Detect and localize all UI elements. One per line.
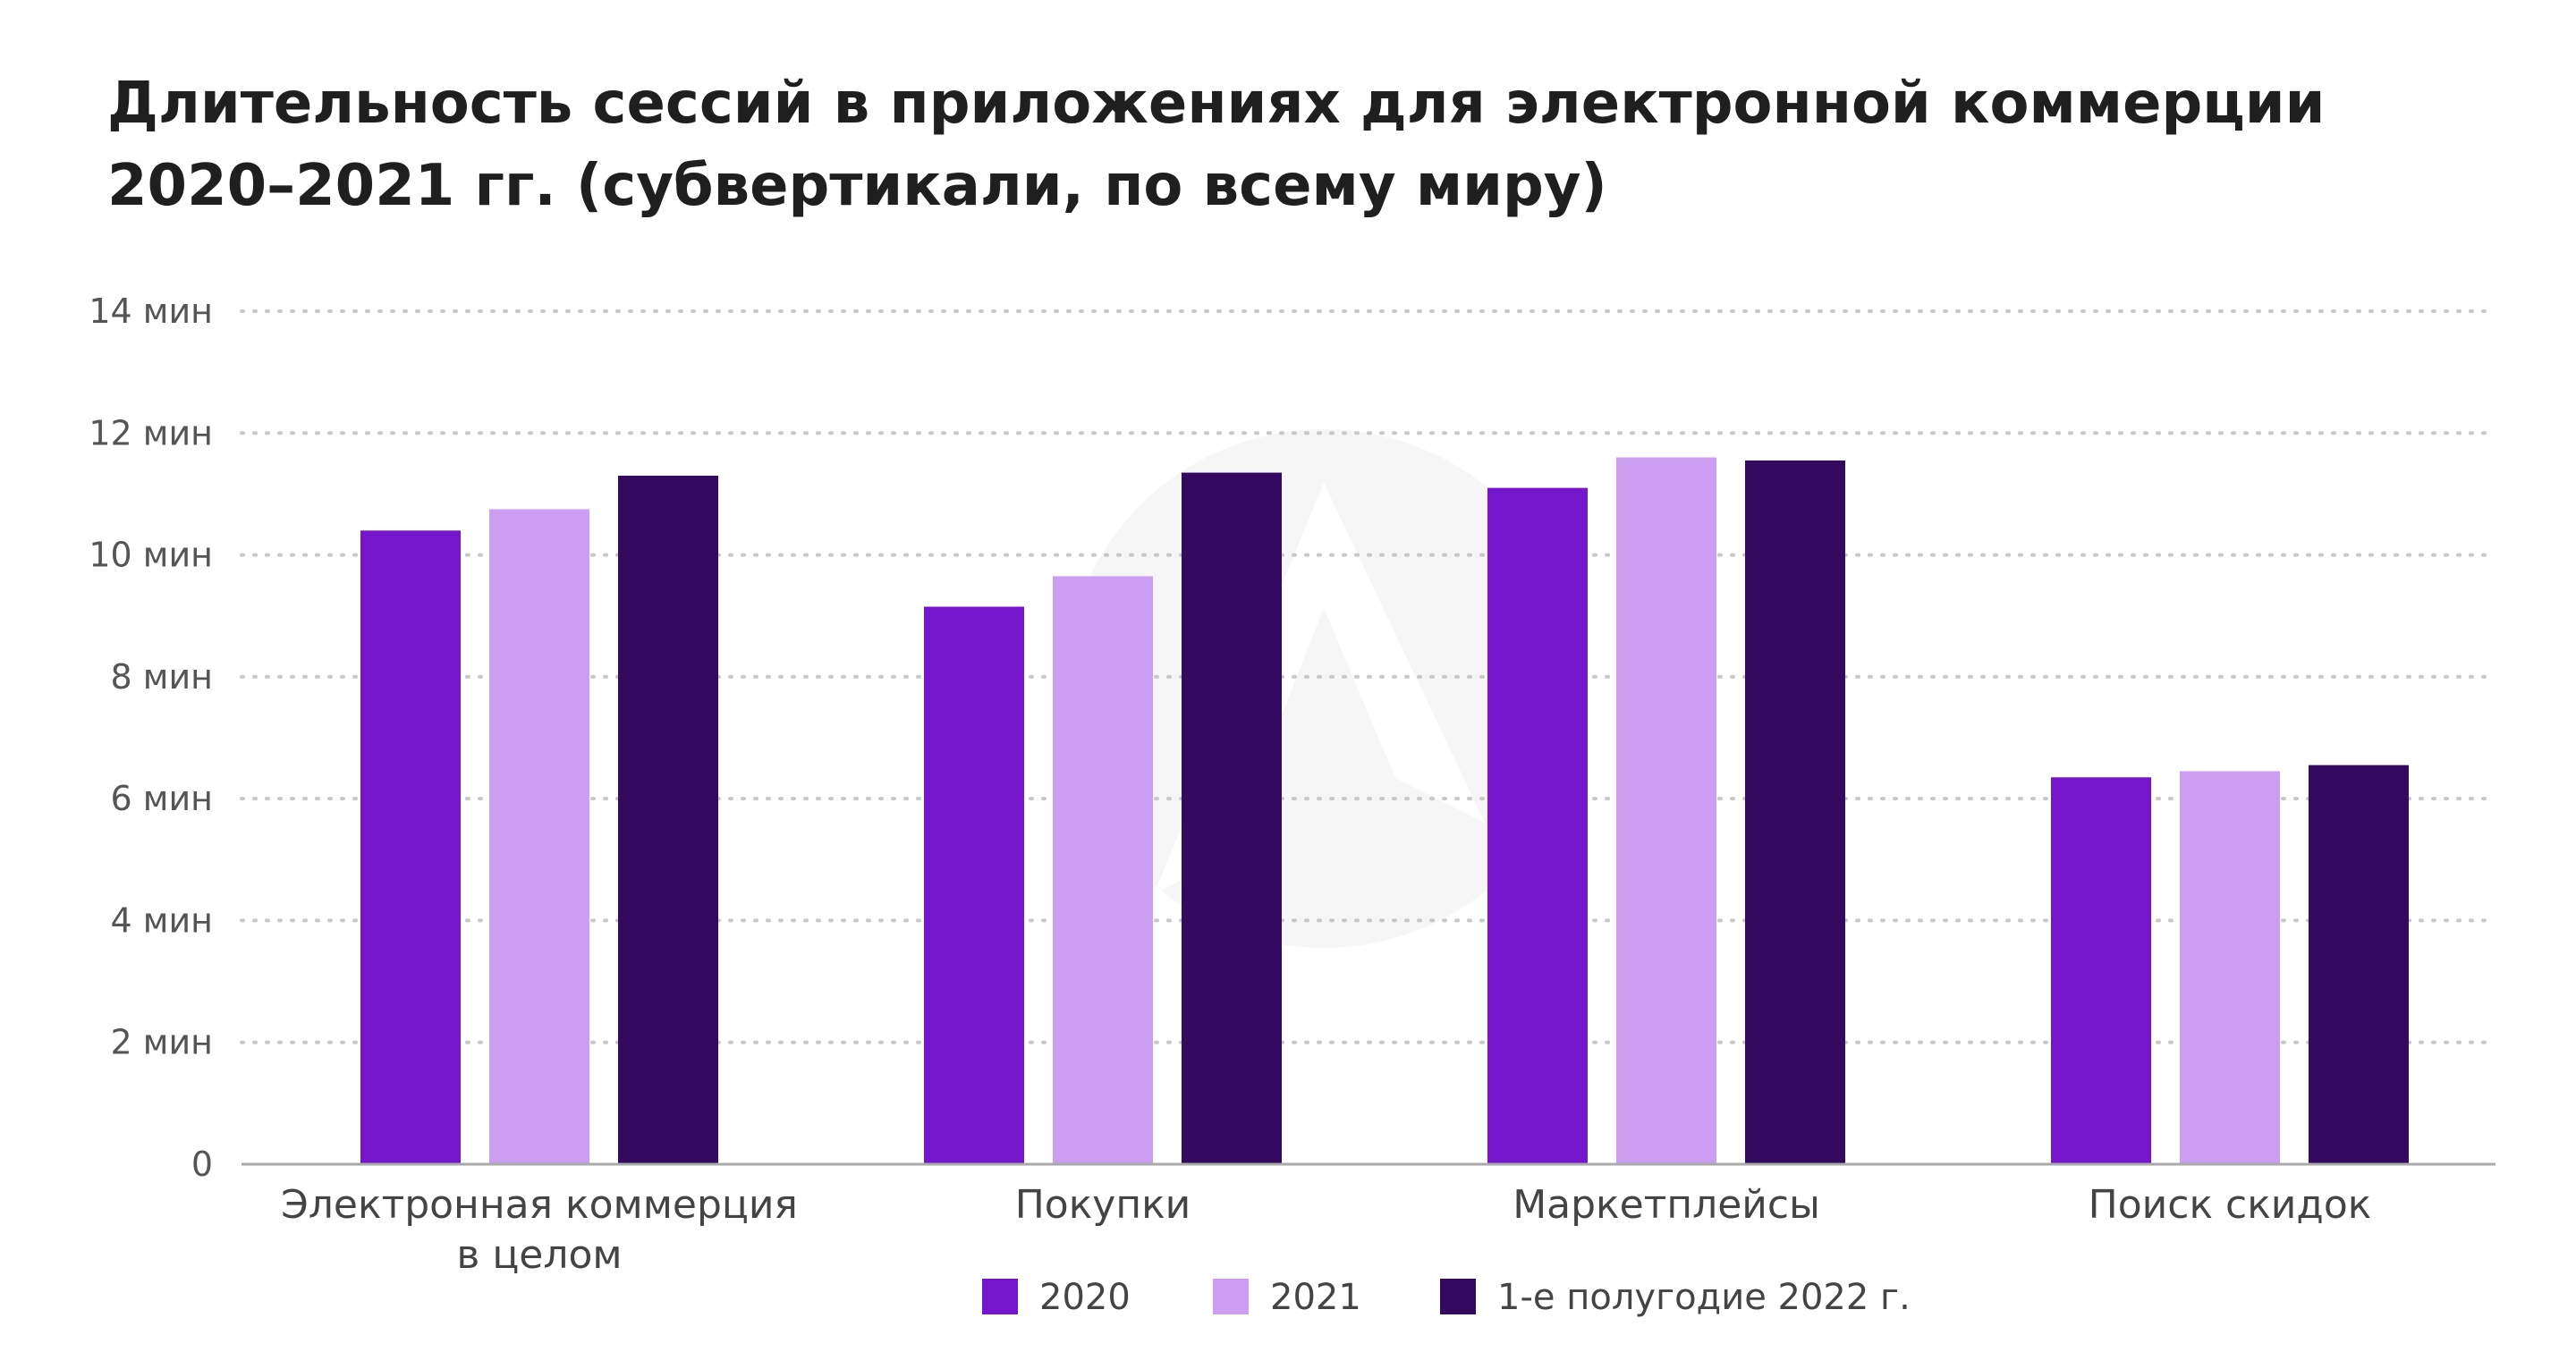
bars: [360, 457, 2409, 1164]
y-axis-tick-labels: 0 2 мин 4 мин 6 мин 8 мин 10 мин 12 мин 14 мин: [89, 292, 213, 1184]
bar-2021: [1053, 576, 1153, 1164]
y-tick-label: 14 мин: [89, 292, 213, 331]
x-category-label: Маркетплейсы: [1513, 1182, 1820, 1228]
bar-2021: [489, 509, 589, 1164]
legend-swatch: [982, 1279, 1018, 1314]
y-tick-label: 6 мин: [111, 779, 213, 818]
bar-1-е-полугодие-2022-г-: [2309, 765, 2409, 1164]
bar-1-е-полугодие-2022-г-: [618, 475, 718, 1164]
legend-swatch: [1213, 1279, 1249, 1314]
legend-label: 2021: [1270, 1277, 1361, 1318]
bar-2020: [360, 530, 461, 1164]
chart-title-line-2: 2020–2021 гг. (субвертикали, по всему ми…: [107, 153, 1607, 219]
y-tick-label: 2 мин: [111, 1023, 213, 1062]
y-tick-label: 4 мин: [111, 900, 213, 940]
chart-title: Длительность сессий в приложениях для эл…: [107, 63, 2433, 227]
x-category-label: Электронная коммерция: [281, 1182, 798, 1228]
bar-2021: [1616, 457, 1716, 1164]
y-tick-label: 8 мин: [111, 657, 213, 697]
bar-2021: [2180, 771, 2280, 1164]
chart-title-line-1: Длительность сессий в приложениях для эл…: [107, 71, 2326, 137]
bar-1-е-полугодие-2022-г-: [1745, 460, 1845, 1164]
y-tick-label: 12 мин: [89, 413, 213, 452]
y-tick-label: 0: [191, 1145, 213, 1184]
legend-label: 2020: [1039, 1277, 1131, 1318]
bar-2020: [2051, 777, 2151, 1164]
y-tick-label: 10 мин: [89, 536, 213, 575]
bar-2020: [924, 606, 1024, 1164]
legend-swatch: [1440, 1279, 1476, 1314]
legend: 2020 2021 1-е полугодие 2022 г.: [982, 1277, 1911, 1318]
legend-label: 1-е полугодие 2022 г.: [1497, 1277, 1911, 1318]
bar-2020: [1487, 487, 1588, 1164]
x-category-label: Поиск скидок: [2089, 1182, 2372, 1228]
x-category-label: в целом: [456, 1232, 622, 1278]
x-category-label: Покупки: [1015, 1182, 1191, 1228]
bar-1-е-полугодие-2022-г-: [1182, 472, 1282, 1164]
